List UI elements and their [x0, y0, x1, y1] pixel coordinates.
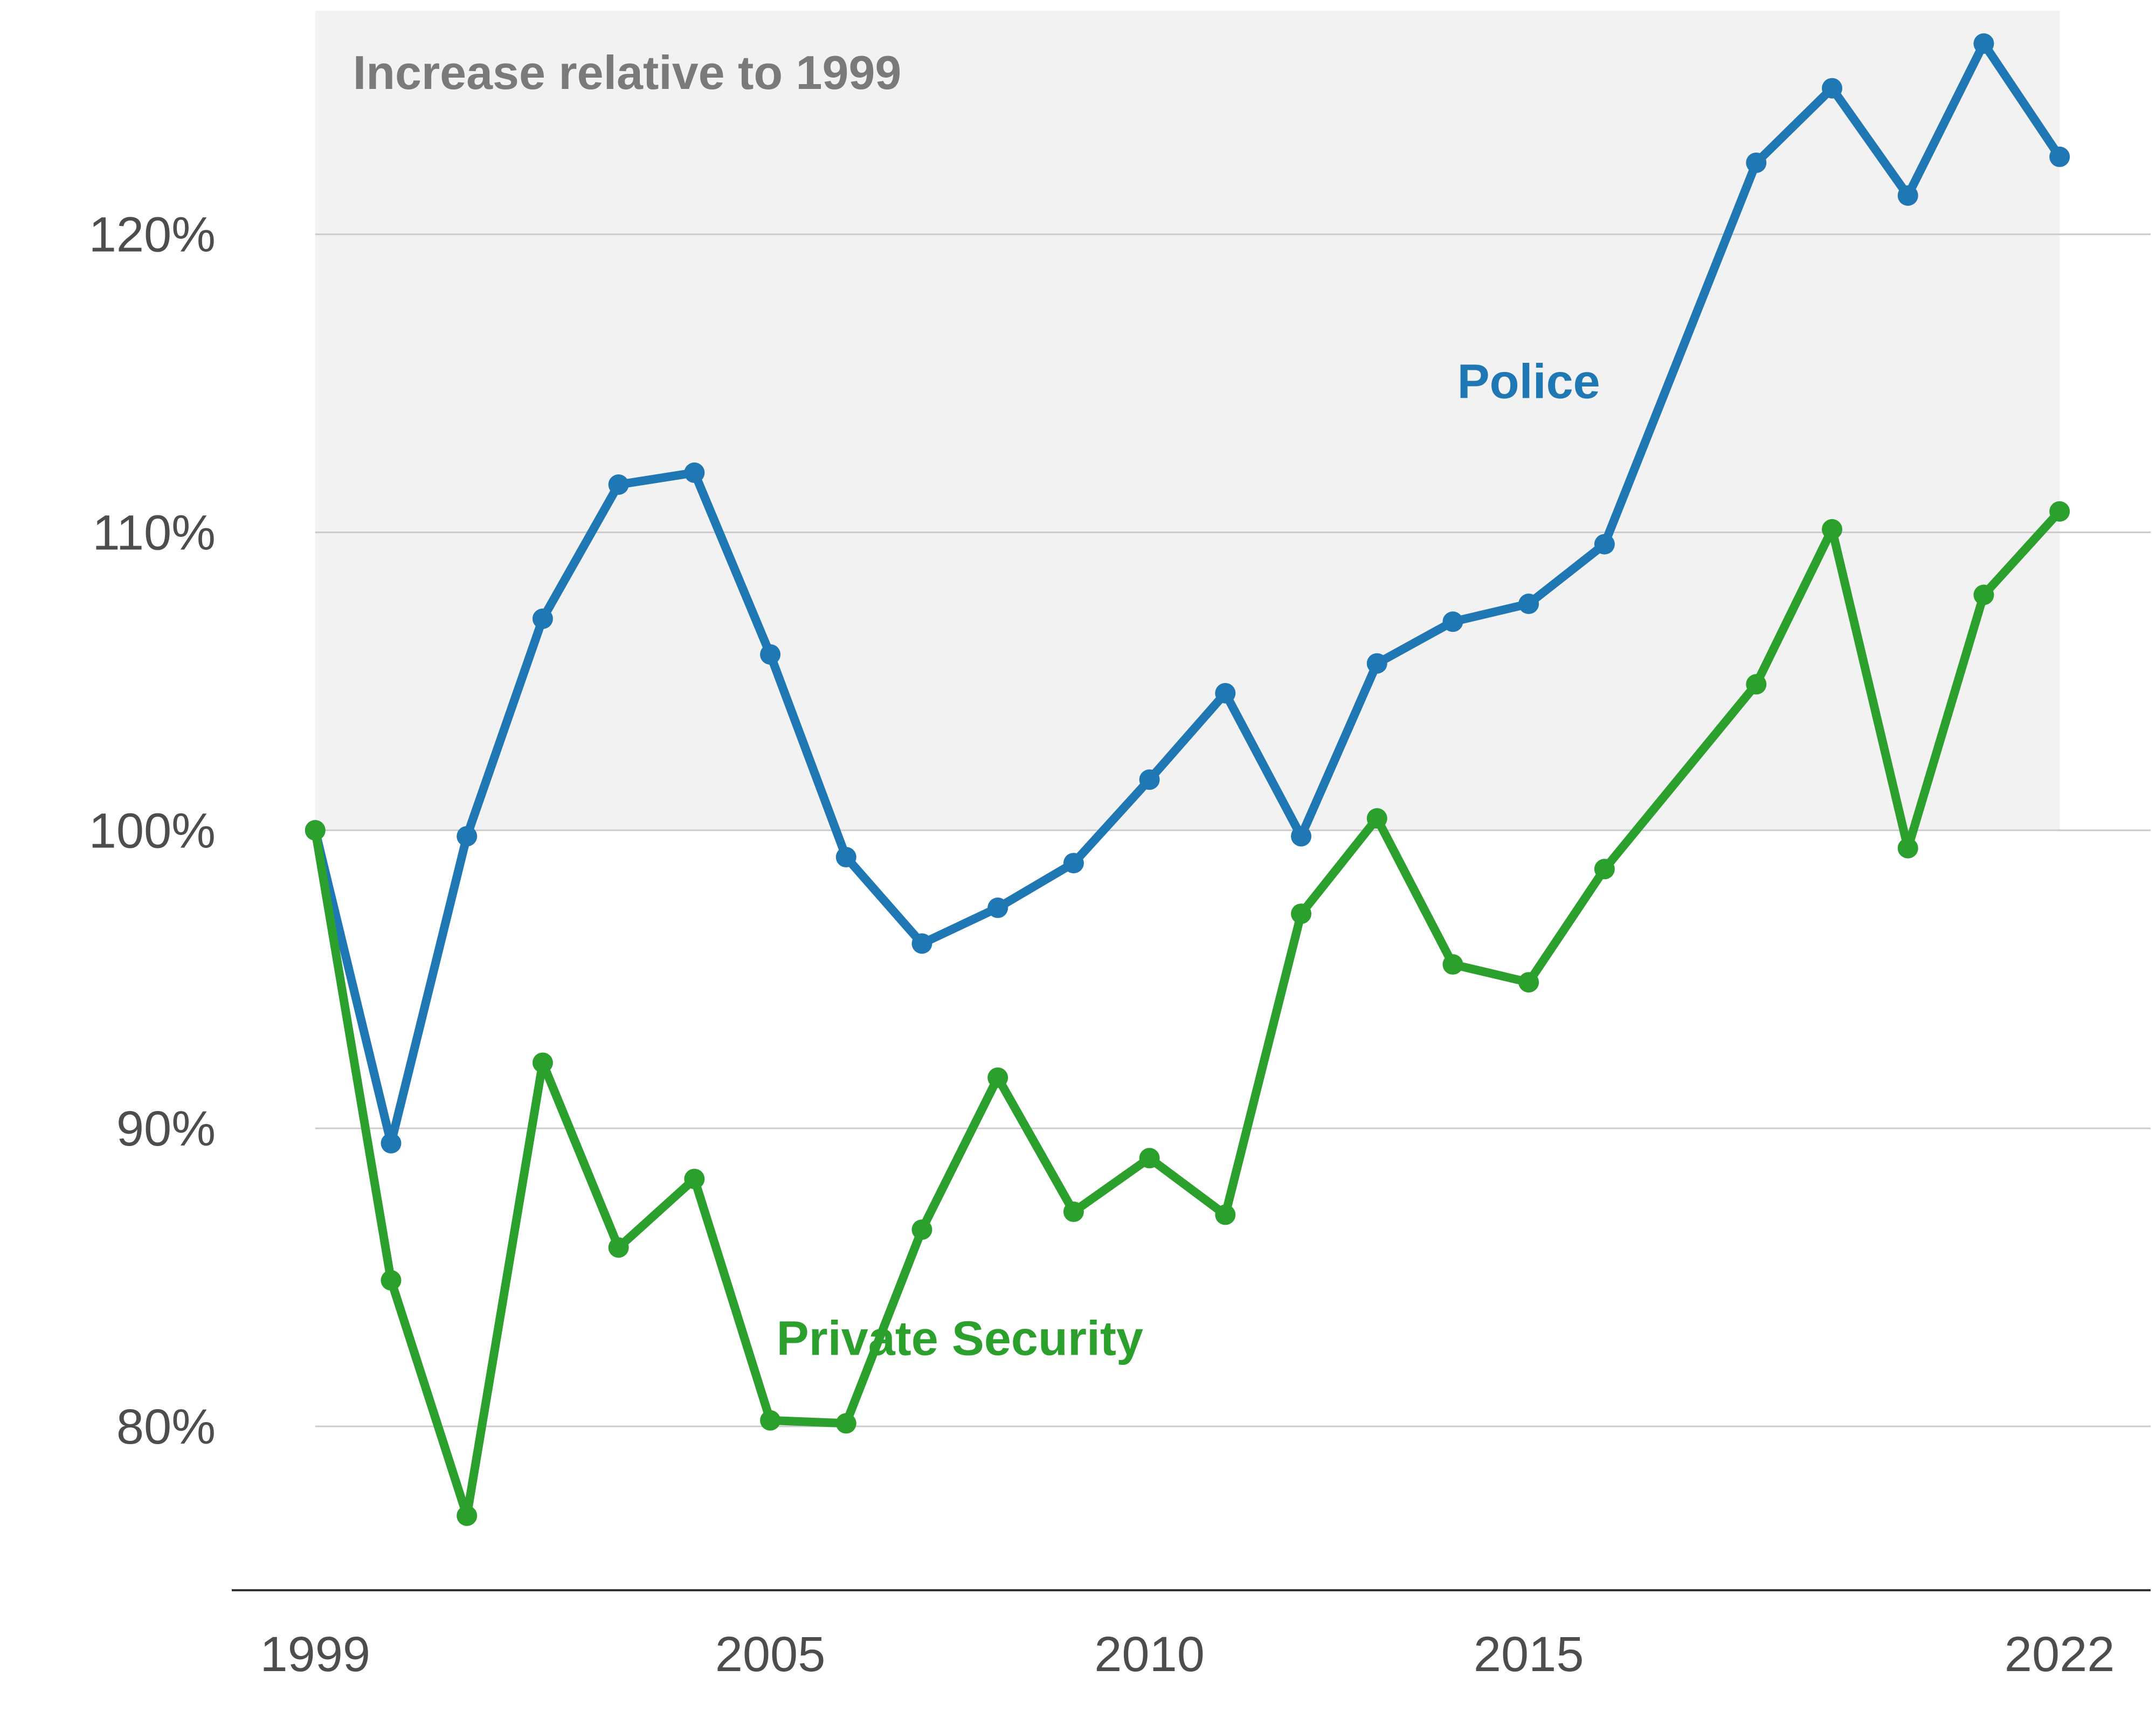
region-label: Increase relative to 1999 [353, 46, 902, 99]
y-axis-tick-labels: 80% 90% 100% 110% 120% [89, 208, 216, 1454]
data-point-private-security [457, 1505, 478, 1526]
data-point-police [1897, 185, 1918, 206]
data-point-private-security [1442, 954, 1463, 975]
x-tick-label: 2015 [1474, 1627, 1584, 1682]
x-tick-label: 2022 [2005, 1627, 2115, 1682]
data-point-private-security [305, 820, 326, 841]
data-point-police [608, 474, 629, 495]
data-point-police [532, 608, 553, 629]
data-point-private-security [381, 1270, 402, 1291]
series-label-police: Police [1457, 355, 1600, 409]
y-tick-label: 110% [93, 505, 216, 560]
data-point-police [1973, 33, 1994, 54]
data-point-private-security [835, 1413, 856, 1434]
data-point-police [760, 644, 781, 665]
data-point-private-security [1215, 1204, 1236, 1225]
y-tick-label: 120% [89, 208, 216, 263]
x-tick-label: 1999 [260, 1627, 370, 1682]
data-point-private-security [1139, 1148, 1160, 1169]
data-point-police [2049, 146, 2070, 167]
data-point-private-security [1594, 859, 1615, 880]
data-point-private-security [2049, 501, 2070, 522]
x-tick-label: 2005 [715, 1627, 826, 1682]
data-point-police [1063, 853, 1084, 874]
x-axis-tick-labels: 1999 2005 2010 2015 2022 [260, 1627, 2114, 1682]
data-point-private-security [987, 1067, 1008, 1088]
data-point-police [684, 462, 705, 483]
series-police [305, 33, 2070, 1154]
highlight-band [315, 11, 2060, 831]
data-point-private-security [1973, 584, 1994, 605]
data-point-police [1291, 826, 1312, 847]
data-point-police [1822, 78, 1843, 99]
data-point-police [911, 933, 932, 954]
y-tick-label: 100% [89, 803, 216, 858]
x-tick-label: 2010 [1094, 1627, 1205, 1682]
data-point-police [381, 1133, 402, 1154]
data-point-private-security [1897, 838, 1918, 859]
data-point-police [1518, 594, 1539, 615]
data-point-private-security [532, 1052, 553, 1073]
gridlines [315, 233, 2151, 1427]
data-point-police [987, 898, 1008, 919]
data-point-private-security [760, 1410, 781, 1431]
data-point-private-security [1518, 972, 1539, 993]
series-private-security [305, 501, 2070, 1526]
data-point-private-security [1366, 808, 1387, 829]
data-point-police [1139, 769, 1160, 790]
data-point-private-security [608, 1237, 629, 1258]
y-tick-label: 90% [116, 1101, 216, 1156]
data-point-police [1215, 682, 1236, 703]
y-tick-label: 80% [116, 1399, 216, 1454]
data-point-police [457, 826, 478, 847]
data-point-private-security [1822, 519, 1843, 540]
data-point-private-security [1291, 903, 1312, 924]
data-point-private-security [911, 1219, 932, 1240]
series-group [305, 33, 2070, 1526]
data-point-police [1594, 534, 1615, 555]
series-label-private-security: Private Security [777, 1312, 1143, 1365]
data-point-private-security [1746, 674, 1767, 695]
data-point-private-security [1063, 1201, 1084, 1222]
data-point-police [835, 847, 856, 868]
data-point-police [1746, 152, 1767, 173]
data-point-private-security [684, 1169, 705, 1190]
data-point-police [1442, 611, 1463, 632]
data-point-police [1366, 653, 1387, 674]
